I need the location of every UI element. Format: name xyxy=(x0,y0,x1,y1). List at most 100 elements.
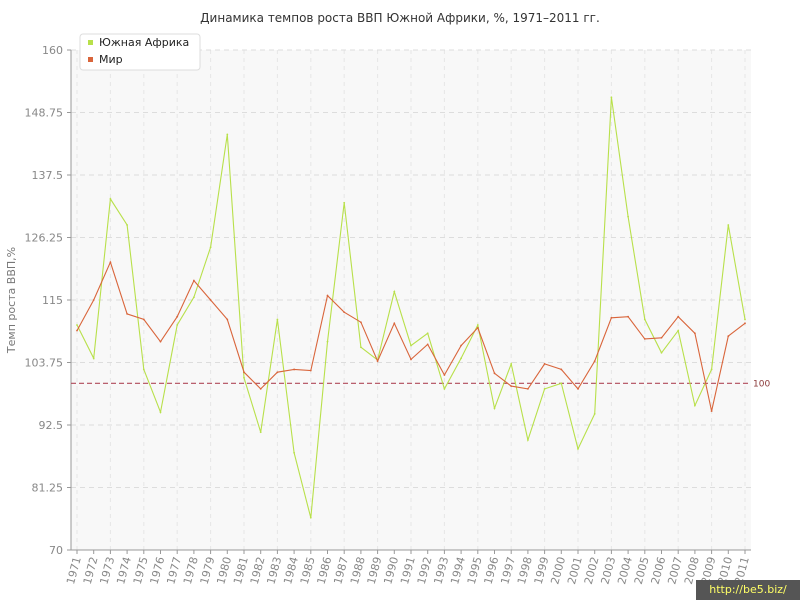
reference-line-label: 100 xyxy=(753,379,770,389)
data-point xyxy=(610,316,613,319)
data-point xyxy=(727,224,730,226)
data-point xyxy=(643,318,646,321)
data-point xyxy=(259,387,262,390)
data-point xyxy=(443,374,446,376)
data-point xyxy=(309,516,312,519)
data-point xyxy=(393,322,396,325)
data-point xyxy=(560,368,563,371)
data-point xyxy=(226,318,229,321)
x-tick-labels: 1971197219731974197519761977197819791980… xyxy=(64,550,752,586)
data-point xyxy=(293,368,295,371)
data-point xyxy=(527,387,529,390)
chart-title: Динамика темпов роста ВВП Южной Африки, … xyxy=(200,11,600,25)
data-point xyxy=(142,318,145,321)
data-point xyxy=(209,299,212,301)
data-point xyxy=(410,344,412,347)
data-point xyxy=(577,387,579,390)
data-point xyxy=(426,332,429,335)
data-point xyxy=(259,431,262,434)
data-point xyxy=(577,447,579,450)
data-point xyxy=(276,318,279,321)
data-point xyxy=(727,335,730,338)
data-point xyxy=(694,332,696,335)
data-point xyxy=(677,329,680,332)
data-point xyxy=(643,337,646,340)
data-point xyxy=(660,336,663,339)
legend-label-south-africa: Южная Африка xyxy=(99,36,189,49)
data-point xyxy=(109,261,112,264)
data-point xyxy=(326,340,329,343)
data-point xyxy=(493,372,496,375)
data-point xyxy=(376,360,379,363)
y-tick-label: 160 xyxy=(42,44,63,57)
legend-box xyxy=(79,33,201,71)
y-tick-label: 103.75 xyxy=(25,357,64,370)
data-point xyxy=(593,412,596,415)
legend: Южная Африка Мир xyxy=(79,33,201,71)
data-point xyxy=(593,360,596,363)
data-point xyxy=(710,368,713,371)
data-point xyxy=(243,376,245,379)
data-point xyxy=(276,371,279,374)
data-point xyxy=(476,324,479,326)
data-point xyxy=(159,411,162,414)
y-tick-label: 81.25 xyxy=(32,482,64,495)
data-point xyxy=(744,318,746,321)
y-tick-label: 70 xyxy=(49,544,63,557)
data-point xyxy=(360,346,362,349)
data-point xyxy=(677,315,680,318)
y-axis-label: Темп роста ВВП,% xyxy=(5,247,18,354)
data-point xyxy=(343,201,346,204)
data-point xyxy=(510,362,513,365)
watermark[interactable]: http://be5.biz/ xyxy=(696,580,800,600)
data-point xyxy=(476,326,479,329)
legend-swatch-world xyxy=(88,57,93,62)
data-point xyxy=(527,439,529,441)
data-point xyxy=(92,299,95,301)
data-point xyxy=(243,371,245,374)
data-point xyxy=(610,96,613,99)
data-point xyxy=(443,387,446,390)
data-point xyxy=(560,382,563,385)
data-point xyxy=(176,315,179,318)
data-point xyxy=(142,368,145,371)
data-point xyxy=(109,197,112,200)
data-point xyxy=(309,369,312,372)
data-point xyxy=(710,410,713,413)
data-point xyxy=(126,224,128,226)
data-point xyxy=(426,343,429,346)
data-point xyxy=(76,324,78,326)
data-point xyxy=(209,246,212,249)
data-point xyxy=(360,321,362,324)
reference-line-group: 100 xyxy=(71,379,770,389)
data-point xyxy=(510,385,513,388)
data-point xyxy=(193,279,195,282)
data-point xyxy=(493,407,496,410)
data-point xyxy=(660,351,663,354)
y-tick-label: 126.25 xyxy=(25,232,64,245)
data-point xyxy=(744,322,746,325)
y-tick-label: 92.5 xyxy=(39,419,64,432)
data-point xyxy=(393,290,396,293)
data-point xyxy=(543,387,546,390)
y-tick-label: 115 xyxy=(42,294,63,307)
data-point xyxy=(543,362,546,365)
data-point xyxy=(343,311,346,314)
data-point xyxy=(627,215,629,218)
data-point xyxy=(159,340,162,343)
data-point xyxy=(460,344,462,347)
data-point xyxy=(176,324,179,326)
data-point xyxy=(410,358,412,361)
data-point xyxy=(126,312,128,315)
data-point xyxy=(627,315,629,318)
vertical-grid xyxy=(76,50,746,550)
data-point xyxy=(694,404,696,407)
data-point xyxy=(76,329,78,332)
y-tick-label: 137.5 xyxy=(32,169,64,182)
data-point xyxy=(460,357,462,360)
data-point xyxy=(226,133,229,136)
legend-swatch-south-africa xyxy=(88,40,93,45)
data-point xyxy=(193,296,195,299)
data-point xyxy=(92,357,95,360)
